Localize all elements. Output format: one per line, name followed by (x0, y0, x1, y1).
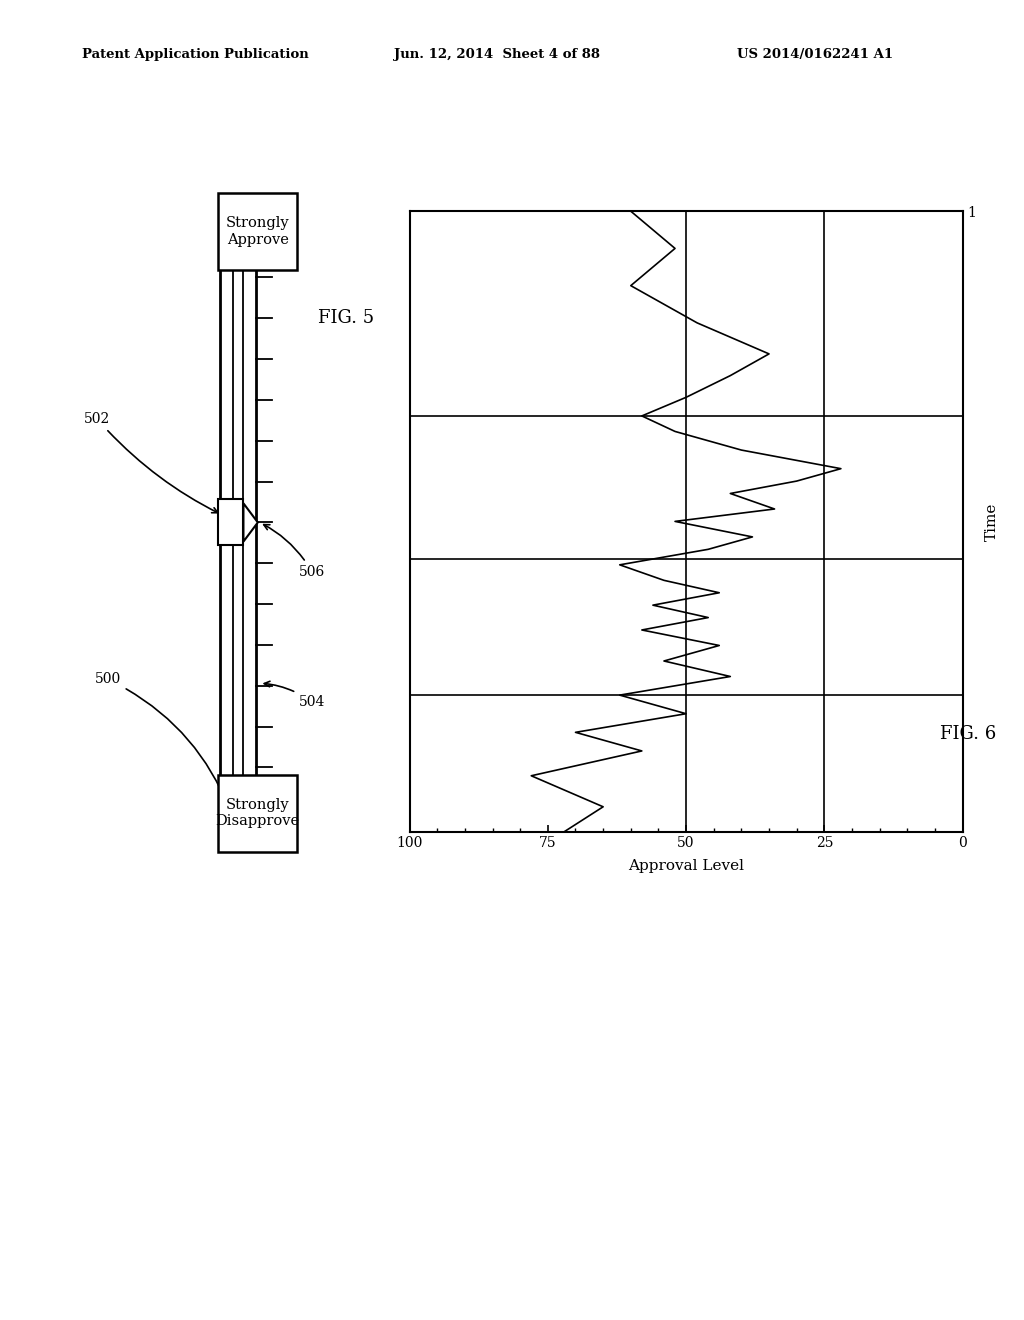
Text: US 2014/0162241 A1: US 2014/0162241 A1 (737, 48, 893, 61)
FancyBboxPatch shape (218, 193, 297, 269)
Text: 504: 504 (264, 681, 326, 709)
Text: 502: 502 (84, 412, 218, 512)
FancyBboxPatch shape (218, 775, 297, 851)
Text: 506: 506 (264, 524, 326, 579)
Text: 500: 500 (94, 672, 229, 809)
Text: Strongly
Approve: Strongly Approve (226, 216, 290, 247)
Text: Jun. 12, 2014  Sheet 4 of 88: Jun. 12, 2014 Sheet 4 of 88 (394, 48, 600, 61)
Text: Strongly
Disapprove: Strongly Disapprove (216, 799, 300, 829)
FancyBboxPatch shape (218, 499, 244, 545)
Text: FIG. 6: FIG. 6 (940, 725, 995, 743)
Polygon shape (244, 503, 258, 541)
X-axis label: Approval Level: Approval Level (628, 859, 744, 873)
Text: Patent Application Publication: Patent Application Publication (82, 48, 308, 61)
Text: FIG. 5: FIG. 5 (317, 309, 374, 327)
Y-axis label: Time: Time (985, 502, 998, 541)
